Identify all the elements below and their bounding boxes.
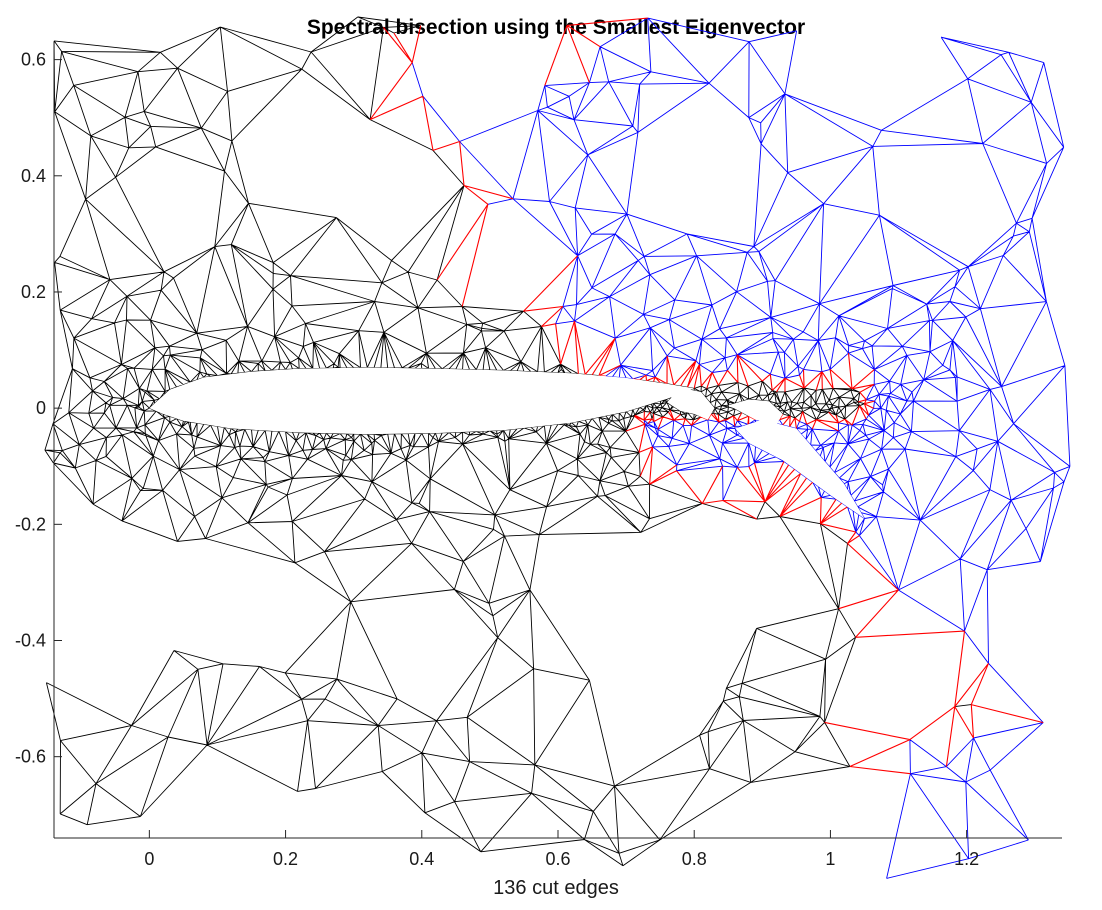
y-tick-label: -0.6 [15,747,46,767]
y-tick-label: 0.6 [21,50,46,70]
mesh-blue-partition [411,17,1071,879]
x-tick-label: 0.6 [545,849,570,869]
mesh-black-partition [44,16,972,867]
airfoil-element-4 [735,419,865,519]
x-tick-label: 0.2 [273,849,298,869]
chart-title: Spectral bisection using the Smallest Ei… [307,16,805,39]
y-tick-label: 0.4 [21,166,46,186]
airfoil-element-2 [667,387,715,420]
mesh-cut-edges [369,17,1044,775]
airfoil-holes [149,367,865,519]
ticks: 0 0.2 0.4 0.6 0.8 1 1.2 -0.6 -0.4 -0.2 0 0.2 0.4 0.6 [15,50,979,869]
airfoil-element-3 [728,399,783,426]
x-axis-label: 136 cut edges [493,877,619,899]
y-tick-label: 0 [36,398,46,418]
mesh-edges-cut [369,17,1044,775]
y-tick-label: 0.2 [21,282,46,302]
x-tick-label: 1.2 [954,849,979,869]
y-tick-label: -0.2 [15,514,46,534]
y-tick-label: -0.4 [15,631,46,651]
x-tick-label: 0 [144,849,154,869]
airfoil-element-1 [149,367,695,435]
mesh-edges-black [44,16,972,867]
x-tick-label: 1 [825,849,835,869]
x-tick-label: 0.8 [682,849,707,869]
mesh-edges-blue [411,17,1071,879]
x-tick-label: 0.4 [409,849,434,869]
